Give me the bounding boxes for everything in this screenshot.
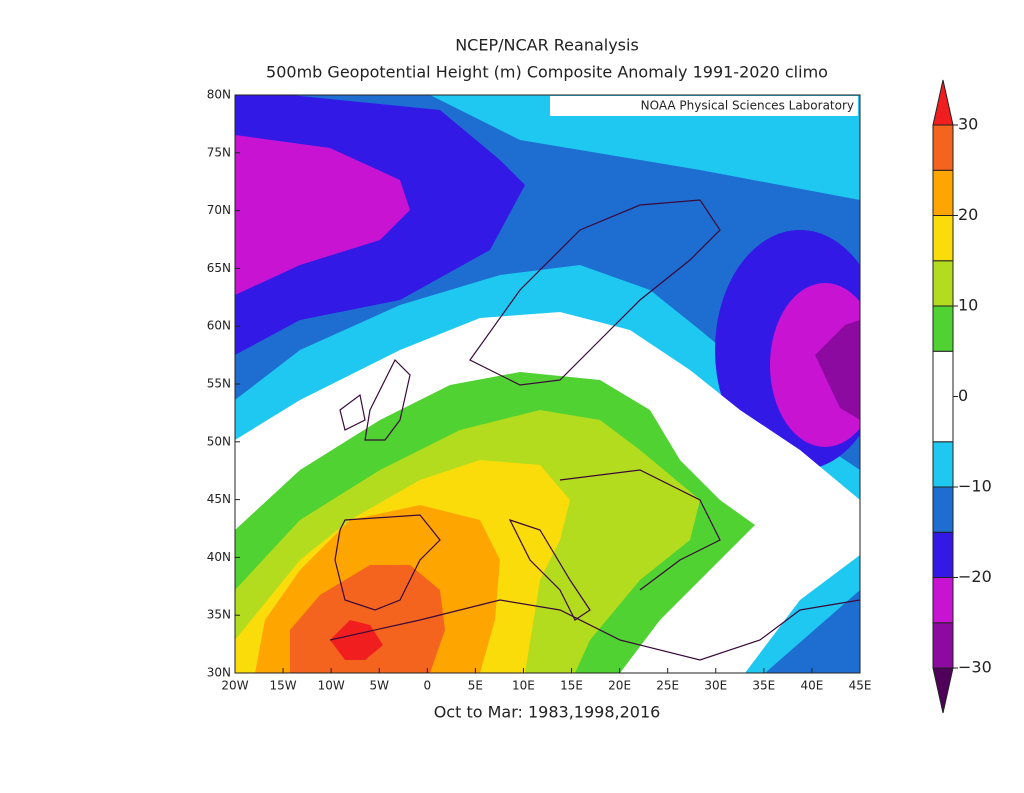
contour-fill — [765, 590, 860, 673]
x-tick-label: 20W — [221, 679, 248, 693]
colorbar-box — [932, 169, 954, 216]
y-tick-label: 65N — [207, 261, 231, 275]
colorbar-box — [932, 124, 954, 171]
contour-fill — [235, 135, 410, 295]
y-tick-label: 80N — [207, 88, 231, 102]
y-tick-label: 50N — [207, 434, 231, 448]
title: NCEP/NCAR Reanalysis — [455, 36, 639, 55]
contour-fill — [770, 283, 860, 447]
x-tick-label: 30E — [704, 679, 727, 693]
colorbar-tick-label: 20 — [958, 205, 978, 224]
contour-fill — [290, 565, 445, 673]
colorbar-box — [932, 531, 954, 578]
caption: Oct to Mar: 1983,1998,2016 — [434, 703, 661, 722]
credit: NOAA Physical Sciences Laboratory — [641, 99, 854, 113]
coastline — [508, 518, 591, 621]
colorbar-extend-low — [932, 667, 954, 714]
contour-fill — [330, 620, 383, 660]
y-tick-label: 35N — [207, 608, 231, 622]
y-tick-label: 60N — [207, 319, 231, 333]
colorbar-box — [932, 305, 954, 352]
colorbar-box — [932, 441, 954, 488]
x-tick-label: 5E — [468, 679, 483, 693]
y-tick-label: 55N — [207, 377, 231, 391]
x-tick-label: 10W — [318, 679, 345, 693]
colorbar-tick-label: 30 — [958, 115, 978, 134]
colorbar-box — [932, 215, 954, 262]
y-tick-label: 30N — [207, 666, 231, 680]
subtitle: 500mb Geopotential Height (m) Composite … — [266, 63, 828, 82]
credit-box — [550, 96, 858, 116]
x-tick-label: 15W — [270, 679, 297, 693]
x-tick-label: 45E — [849, 679, 872, 693]
y-tick-label: 75N — [207, 145, 231, 159]
colorbar-tick-label: 10 — [958, 296, 978, 315]
x-tick-label: 15E — [560, 679, 583, 693]
coastline — [559, 469, 721, 591]
y-tick-label: 70N — [207, 203, 231, 217]
colorbar-tick-label: 0 — [958, 386, 968, 405]
colorbar-tick-label: −10 — [958, 477, 992, 496]
anomaly-field — [235, 95, 860, 673]
x-tick-label: 20E — [608, 679, 631, 693]
coastline — [329, 599, 860, 661]
x-tick-label: 25E — [656, 679, 679, 693]
colorbar-box — [932, 486, 954, 533]
coastline — [334, 514, 441, 611]
colorbar-tick-label: −30 — [958, 658, 992, 677]
x-tick-label: 35E — [752, 679, 775, 693]
y-tick-label: 45N — [207, 492, 231, 506]
x-tick-label: 0 — [423, 679, 431, 693]
colorbar-box — [932, 622, 954, 669]
y-tick-label: 40N — [207, 550, 231, 564]
colorbar-tick-label: −20 — [958, 567, 992, 586]
coastline — [469, 199, 721, 386]
x-tick-label: 5W — [369, 679, 389, 693]
colorbar-box — [932, 260, 954, 307]
x-tick-label: 10E — [512, 679, 535, 693]
x-tick-label: 40E — [800, 679, 823, 693]
coastline — [339, 358, 411, 441]
contour-fill — [815, 320, 860, 420]
colorbar-box — [932, 350, 954, 443]
colorbar-extend-high — [932, 79, 954, 126]
colorbar-box — [932, 577, 954, 624]
